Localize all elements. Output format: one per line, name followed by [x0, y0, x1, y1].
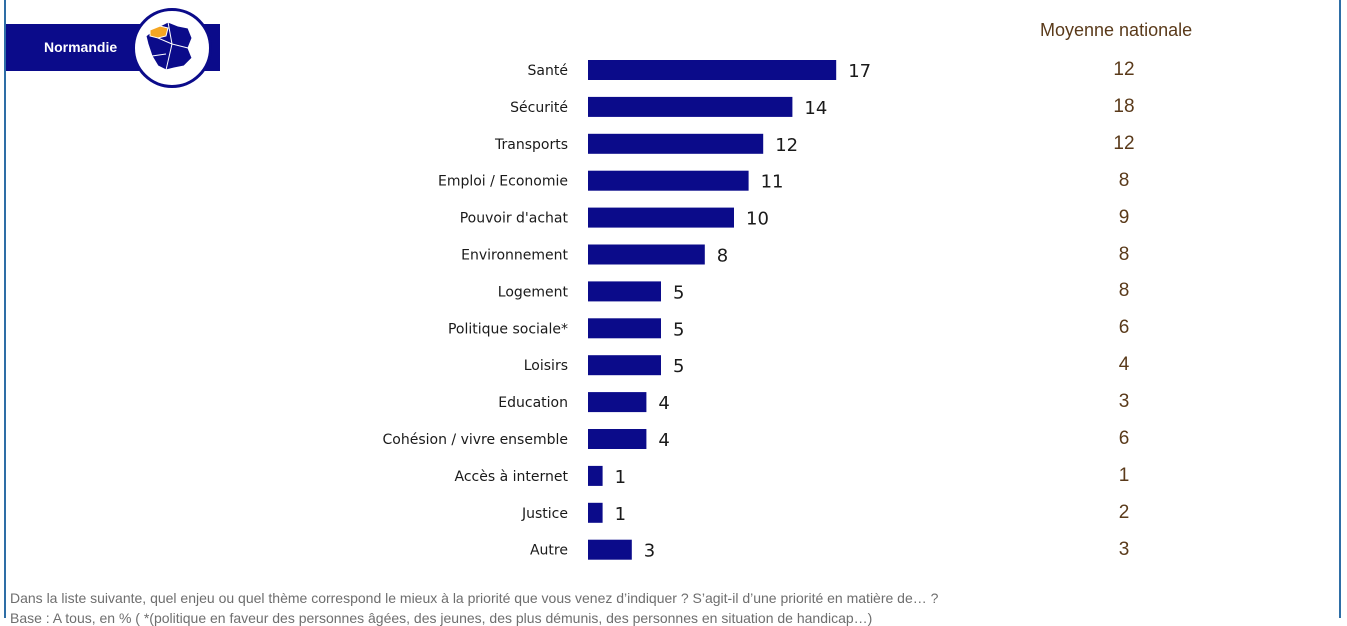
- bar: [588, 170, 749, 191]
- bar-value-label: 1: [615, 504, 626, 525]
- category-label: Sécurité: [510, 100, 568, 116]
- bar: [588, 502, 603, 523]
- frame-border-left: [4, 0, 6, 618]
- bar: [588, 392, 647, 413]
- bar-value-label: 11: [761, 172, 784, 193]
- category-label: Transports: [494, 137, 568, 153]
- bar: [588, 207, 734, 228]
- category-label: Santé: [528, 63, 568, 79]
- category-label: Environnement: [461, 248, 568, 264]
- base-text: Base : A tous, en % ( *(politique en fav…: [10, 610, 873, 626]
- frame-border-right: [1339, 0, 1341, 618]
- bar-value-label: 3: [644, 541, 655, 562]
- national-average-value: 8: [1118, 280, 1130, 302]
- bar: [588, 539, 632, 560]
- bar: [588, 96, 793, 117]
- bar-value-label: 17: [848, 61, 871, 82]
- national-average-value: 3: [1118, 391, 1130, 413]
- national-average-value: 6: [1118, 428, 1130, 449]
- bar-value-label: 8: [717, 246, 728, 267]
- category-label: Emploi / Economie: [438, 174, 568, 190]
- national-average-value: 8: [1118, 169, 1130, 191]
- national-average-value: 1: [1118, 464, 1130, 486]
- category-label: Cohésion / vivre ensemble: [383, 432, 568, 448]
- question-text: Dans la liste suivante, quel enjeu ou qu…: [10, 590, 939, 606]
- category-label: Logement: [498, 284, 569, 300]
- normandie-highlight: [149, 25, 169, 39]
- bar-value-label: 1: [615, 467, 626, 488]
- national-average-value: 18: [1113, 95, 1135, 117]
- national-average-value: 9: [1118, 206, 1130, 228]
- bar: [588, 244, 705, 265]
- bar: [588, 281, 661, 302]
- national-average-value: 6: [1118, 317, 1130, 339]
- bar-value-label: 10: [746, 209, 769, 230]
- bar-value-label: 14: [804, 98, 827, 119]
- bar-value-label: 5: [673, 282, 684, 303]
- national-average-value: 4: [1118, 354, 1130, 376]
- category-label: Justice: [521, 506, 568, 522]
- category-label: Education: [498, 395, 568, 411]
- france-map-icon: [145, 21, 193, 71]
- category-label: Pouvoir d'achat: [460, 211, 569, 227]
- bar: [588, 60, 837, 80]
- bar-value-label: 5: [673, 319, 684, 340]
- bar: [588, 355, 661, 376]
- national-average-value: 8: [1118, 243, 1130, 265]
- bar-value-label: 5: [673, 356, 684, 377]
- bar: [588, 318, 661, 339]
- bar: [588, 133, 764, 154]
- national-average-title: Moyenne nationale: [1040, 20, 1193, 40]
- bar-value-label: 4: [658, 430, 669, 451]
- bar-value-label: 4: [658, 393, 669, 414]
- category-label: Politique sociale*: [448, 321, 568, 337]
- category-label: Loisirs: [524, 358, 568, 374]
- national-average-value: 12: [1113, 132, 1135, 154]
- category-label: Autre: [530, 543, 568, 559]
- bar-value-label: 12: [775, 135, 798, 156]
- national-average-value: 3: [1118, 538, 1130, 560]
- national-average-value: 12: [1113, 59, 1135, 80]
- bar: [588, 465, 603, 486]
- bar: [588, 429, 647, 449]
- region-name: Normandie: [44, 39, 118, 55]
- national-average-value: 2: [1118, 501, 1130, 523]
- category-label: Accès à internet: [455, 469, 569, 485]
